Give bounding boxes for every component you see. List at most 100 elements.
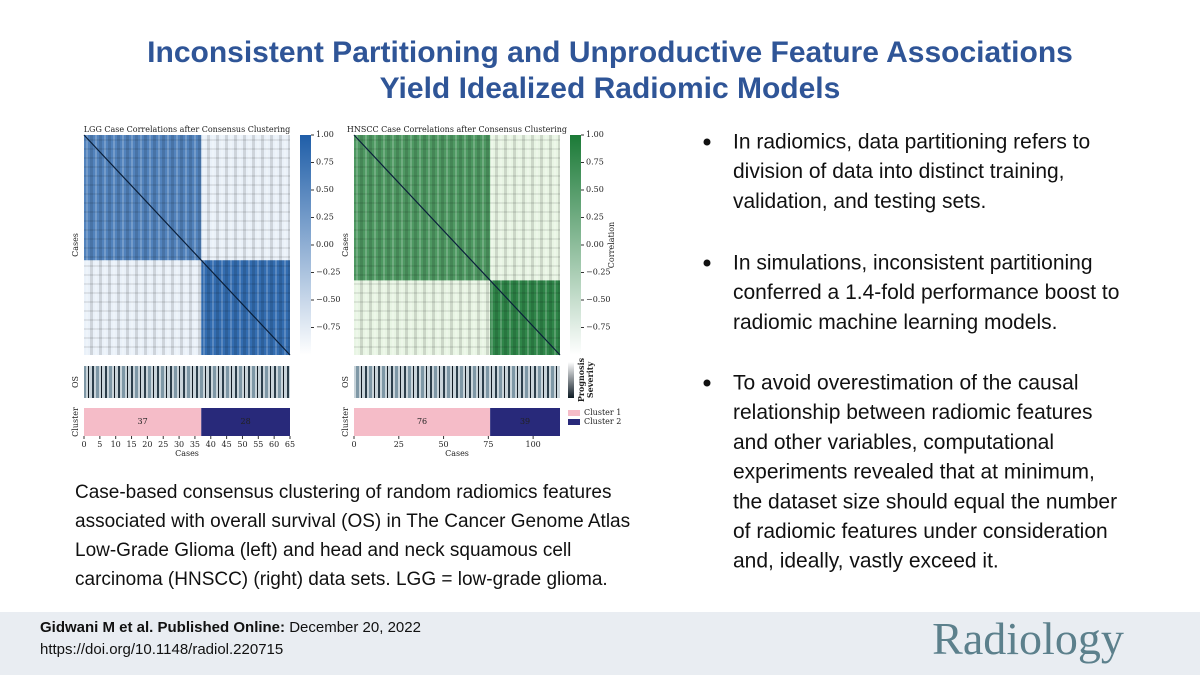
bullet-text: of radiomic features under consideration — [733, 520, 1108, 543]
y-axis-label: Cases — [341, 233, 350, 257]
colorbar-tick-label: 0.50 — [586, 185, 604, 194]
os-colorbar-label: Prognosis — [576, 357, 586, 402]
journal-logo: Radiology — [932, 613, 1124, 664]
bullet-dot — [703, 259, 711, 267]
x-tick-label: 75 — [483, 440, 493, 449]
colorbar-tick-label: 0.75 — [586, 158, 604, 167]
cluster-segment — [354, 408, 491, 436]
legend-swatch — [568, 419, 580, 425]
os-colorbar — [568, 362, 574, 398]
citation: Gidwani M et al. Published Online: Decem… — [40, 619, 421, 636]
caption-line: Low-Grade Glioma (left) and head and nec… — [75, 540, 571, 561]
x-tick-label: 65 — [285, 440, 295, 449]
caption-line: Case-based consensus clustering of rando… — [75, 482, 612, 503]
x-tick-label: 45 — [222, 440, 232, 449]
slide-title: Inconsistent Partitioning and Unproducti… — [147, 36, 1073, 69]
bullet-list: In radiomics, data partitioning refers t… — [703, 131, 1119, 573]
bullet-dot — [703, 138, 711, 146]
panel-title: LGG Case Correlations after Consensus Cl… — [84, 125, 291, 134]
colorbar-tick-label: −0.50 — [316, 295, 341, 304]
legend-swatch — [568, 410, 580, 416]
os-label: OS — [341, 376, 350, 388]
colorbar-tick-label: −0.25 — [586, 268, 611, 277]
legend-label: Cluster 2 — [584, 417, 621, 426]
colorbar — [570, 135, 581, 355]
cluster-label: Cluster — [71, 407, 80, 437]
x-tick-label: 20 — [142, 440, 152, 449]
x-tick-label: 60 — [269, 440, 279, 449]
x-tick-label: 0 — [351, 440, 356, 449]
citation-author: Gidwani M et al. Published Online: — [40, 619, 285, 636]
caption: Case-based consensus clustering of rando… — [75, 482, 630, 590]
cluster-count: 39 — [520, 417, 530, 426]
figure: LGG Case Correlations after Consensus Cl… — [71, 125, 621, 458]
x-tick-label: 0 — [81, 440, 86, 449]
colorbar-tick-label: 0.25 — [586, 213, 604, 222]
bullet-text: In simulations, inconsistent partitionin… — [733, 252, 1093, 275]
colorbar-tick-label: 1.00 — [316, 130, 334, 139]
x-tick-label: 15 — [126, 440, 136, 449]
colorbar — [300, 135, 311, 355]
x-axis-label: Cases — [175, 449, 199, 458]
bullet-text: division of data into distinct training, — [733, 160, 1065, 183]
x-tick-label: 25 — [394, 440, 404, 449]
heatmap-panel: LGG Case Correlations after Consensus Cl… — [71, 125, 341, 458]
cluster-segment — [490, 408, 560, 436]
bullet-text: radiomic machine learning models. — [733, 311, 1058, 334]
bullet-text: To avoid overestimation of the causal — [733, 372, 1079, 395]
os-strip — [84, 366, 290, 398]
colorbar-tick-label: −0.75 — [586, 323, 611, 332]
bullet-dot — [703, 379, 711, 387]
x-tick-label: 25 — [158, 440, 168, 449]
cluster-segment — [201, 408, 290, 436]
colorbar-tick-label: −0.25 — [316, 268, 341, 277]
x-tick-label: 35 — [190, 440, 200, 449]
caption-line: carcinoma (HNSCC) (right) data sets. LGG… — [75, 569, 608, 590]
colorbar-tick-label: 0.75 — [316, 158, 334, 167]
x-tick-label: 55 — [253, 440, 263, 449]
bullet-text: the dataset size should equal the number — [733, 490, 1117, 513]
legend-label: Cluster 1 — [584, 408, 621, 417]
bullet-text: In radiomics, data partitioning refers t… — [733, 131, 1090, 154]
bullet-text: validation, and testing sets. — [733, 190, 986, 213]
cluster-count: 76 — [417, 417, 427, 426]
y-axis-label: Cases — [71, 233, 80, 257]
os-strip — [354, 366, 560, 398]
os-label: OS — [71, 376, 80, 388]
x-tick-label: 30 — [174, 440, 184, 449]
colorbar-tick-label: −0.75 — [316, 323, 341, 332]
doi: https://doi.org/10.1148/radiol.220715 — [40, 641, 283, 658]
heatmap-diagonal — [353, 134, 561, 356]
colorbar-tick-label: 1.00 — [586, 130, 604, 139]
x-tick-label: 40 — [206, 440, 216, 449]
x-tick-label: 50 — [237, 440, 247, 449]
colorbar-tick-label: 0.00 — [316, 240, 334, 249]
colorbar-tick-label: 0.25 — [316, 213, 334, 222]
x-tick-label: 10 — [111, 440, 121, 449]
colorbar-label: Correlation — [607, 222, 616, 268]
citation-date: December 20, 2022 — [285, 619, 421, 636]
x-axis-label: Cases — [445, 449, 469, 458]
colorbar-tick-label: −0.50 — [586, 295, 611, 304]
colorbar-tick-label: 0.50 — [316, 185, 334, 194]
footer-band — [0, 612, 1200, 675]
caption-line: associated with overall survival (OS) in… — [75, 511, 630, 532]
cluster-count: 28 — [241, 417, 251, 426]
x-tick-label: 50 — [438, 440, 448, 449]
bullet-text: and other variables, computational — [733, 431, 1054, 454]
heatmap-panel: HNSCC Case Correlations after Consensus … — [341, 125, 621, 458]
os-colorbar-label: Severity — [585, 362, 595, 399]
x-tick-label: 5 — [97, 440, 102, 449]
slide-title: Yield Idealized Radiomic Models — [380, 72, 841, 105]
colorbar-tick-label: 0.00 — [586, 240, 604, 249]
bullet-text: relationship between radiomic features — [733, 401, 1093, 424]
cluster-segment — [84, 408, 202, 436]
cluster-label: Cluster — [341, 407, 350, 437]
x-tick-label: 100 — [525, 440, 540, 449]
bullet-text: experiments revealed that at minimum, — [733, 461, 1095, 484]
panel-title: HNSCC Case Correlations after Consensus … — [347, 125, 567, 134]
heatmap-diagonal — [83, 134, 291, 356]
cluster-count: 37 — [138, 417, 148, 426]
bullet-text: conferred a 1.4-fold performance boost t… — [733, 281, 1119, 304]
